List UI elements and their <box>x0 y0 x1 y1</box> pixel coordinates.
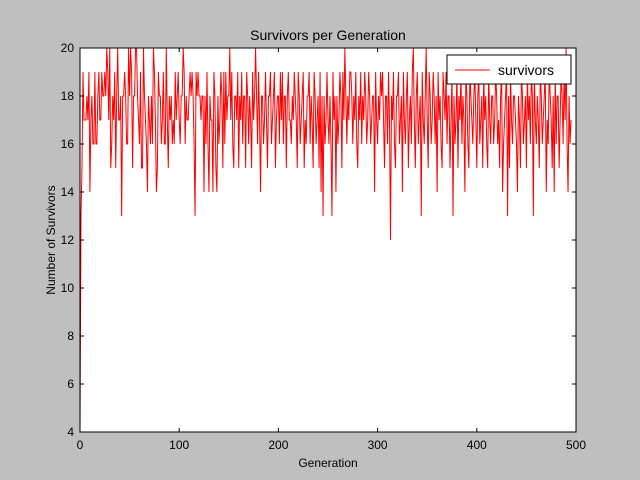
x-tick-label: 300 <box>368 438 388 452</box>
y-tick-label: 6 <box>67 377 74 391</box>
y-tick-label: 16 <box>61 137 75 151</box>
x-tick-label: 500 <box>566 438 586 452</box>
legend-label-survivors: survivors <box>498 62 554 78</box>
y-tick-label: 18 <box>61 89 75 103</box>
y-tick-label: 4 <box>67 425 74 439</box>
x-axis-label: Generation <box>298 456 357 470</box>
y-tick-label: 20 <box>61 41 75 55</box>
chart-title: Survivors per Generation <box>250 27 406 43</box>
x-tick-label: 200 <box>268 438 288 452</box>
legend: survivors <box>446 54 572 85</box>
y-tick-label: 8 <box>67 329 74 343</box>
y-tick-label: 12 <box>61 233 75 247</box>
y-tick-label: 14 <box>61 185 75 199</box>
x-tick-label: 400 <box>467 438 487 452</box>
ticks-layer: 0 100 200 300 400 500 4 6 8 10 12 14 16 18 20 <box>61 41 587 452</box>
series-layer <box>79 47 572 433</box>
series-line-survivors <box>79 47 572 433</box>
y-tick-label: 10 <box>61 281 75 295</box>
x-tick-label: 100 <box>169 438 189 452</box>
y-axis-label: Number of Survivors <box>44 185 58 294</box>
x-tick-label: 0 <box>77 438 84 452</box>
